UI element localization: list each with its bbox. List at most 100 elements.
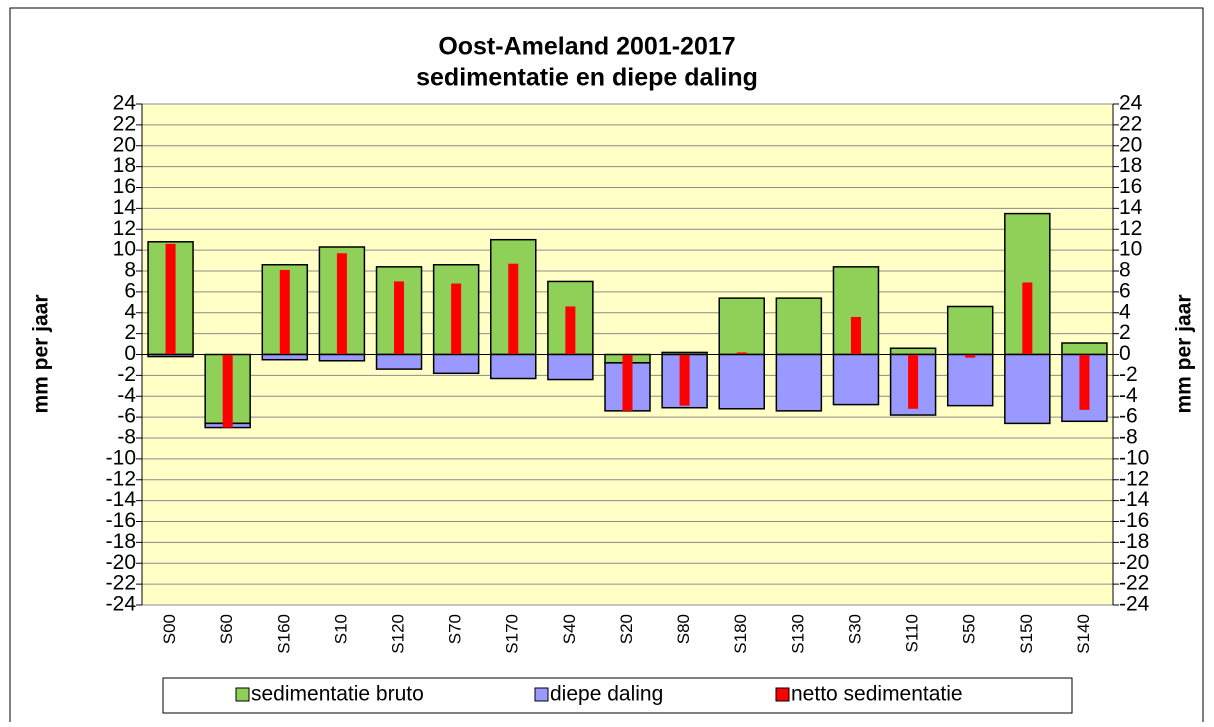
- bar: [889, 347, 937, 356]
- legend-swatch: [534, 687, 549, 702]
- y-tick-label: 0: [124, 342, 136, 365]
- y-tick-label: -6: [117, 405, 136, 428]
- net-bar: [508, 263, 519, 355]
- bar: [775, 353, 823, 412]
- y2-tick-label: 16: [1119, 175, 1142, 198]
- bar: [261, 353, 309, 361]
- y-tick-label: 6: [124, 279, 136, 302]
- y2-tick-label: -14: [1119, 488, 1150, 511]
- y-tick-label: 18: [113, 154, 136, 177]
- legend: [162, 677, 1073, 714]
- net-bar: [736, 352, 747, 355]
- y-tick-label: -24: [106, 593, 137, 616]
- y-tick-label: 4: [124, 300, 136, 323]
- y-tick-label: -4: [117, 384, 136, 407]
- x-tick-label: S150: [1017, 614, 1036, 654]
- y2-tick-label: -22: [1119, 572, 1149, 595]
- y2-tick-label: -6: [1119, 405, 1138, 428]
- net-bar: [908, 354, 919, 409]
- net-bar: [222, 354, 233, 428]
- bar: [1061, 342, 1108, 356]
- bar: [318, 353, 366, 362]
- y-axis-label: mm per jaar: [30, 294, 53, 413]
- y2-tick-label: 6: [1119, 279, 1131, 302]
- x-tick-label: S130: [788, 614, 807, 654]
- y-tick-label: -22: [106, 572, 136, 595]
- net-bar: [622, 354, 633, 411]
- y2-tick-label: 0: [1119, 342, 1131, 365]
- chart-subtitle: sedimentatie en diepe daling: [416, 64, 758, 92]
- net-bar: [565, 306, 576, 355]
- y2-tick-label: -16: [1119, 509, 1149, 532]
- y-tick-label: -18: [106, 530, 136, 553]
- y2-tick-label: -18: [1119, 530, 1149, 553]
- y-tick-label: 22: [113, 112, 136, 135]
- x-tick-label: S10: [331, 614, 350, 644]
- y2-tick-label: 10: [1119, 238, 1142, 261]
- y-tick-label: 20: [113, 133, 136, 156]
- net-bar: [394, 281, 405, 355]
- y2-tick-label: -8: [1119, 426, 1138, 449]
- bar: [547, 353, 594, 381]
- net-bar: [336, 253, 347, 355]
- x-tick-label: S180: [731, 614, 750, 654]
- y2-tick-label: 8: [1119, 259, 1131, 282]
- x-tick-label: S170: [503, 614, 522, 654]
- x-tick-label: S40: [560, 614, 579, 644]
- bar: [490, 353, 537, 380]
- y-tick-label: -8: [117, 426, 136, 449]
- y2-tick-label: -4: [1119, 384, 1138, 407]
- bar: [775, 297, 823, 356]
- legend-label: netto sedimentatie: [791, 683, 963, 706]
- x-tick-label: S60: [217, 614, 236, 644]
- legend-swatch: [235, 687, 250, 702]
- bar: [375, 353, 423, 370]
- x-tick-label: S110: [903, 614, 922, 652]
- bar: [432, 353, 480, 375]
- x-tick-label: S00: [160, 614, 179, 644]
- y-tick-label: -12: [106, 467, 136, 490]
- y-tick-label: -14: [106, 488, 137, 511]
- x-tick-label: S70: [446, 614, 465, 644]
- y2-tick-label: -10: [1119, 446, 1149, 469]
- y-tick-label: 14: [113, 196, 137, 219]
- y2-tick-label: 24: [1119, 92, 1143, 115]
- x-tick-label: S160: [274, 614, 293, 654]
- y2-tick-label: 2: [1119, 321, 1131, 344]
- x-tick-label: S20: [617, 614, 636, 644]
- net-bar: [1022, 282, 1033, 355]
- y-tick-label: -10: [106, 446, 136, 469]
- y-tick-label: 2: [124, 321, 136, 344]
- net-bar: [279, 269, 290, 355]
- legend-label: sedimentatie bruto: [251, 683, 424, 706]
- net-bar: [165, 243, 176, 355]
- y2-axis-label: mm per jaar: [1173, 294, 1196, 413]
- bar: [946, 305, 994, 356]
- bar: [718, 353, 765, 410]
- bar: [832, 353, 880, 406]
- net-bar: [679, 354, 690, 406]
- x-tick-label: S30: [845, 614, 864, 644]
- bar: [946, 353, 994, 407]
- chart-title: Oost-Ameland 2001-2017: [438, 33, 735, 61]
- y2-tick-label: 18: [1119, 154, 1142, 177]
- y2-tick-label: 4: [1119, 300, 1131, 323]
- y2-tick-label: -20: [1119, 551, 1149, 574]
- bar: [718, 297, 765, 356]
- x-tick-label: S80: [674, 614, 693, 644]
- y-tick-label: -20: [106, 551, 136, 574]
- y2-tick-label: 14: [1119, 196, 1143, 219]
- y2-tick-label: -2: [1119, 363, 1138, 386]
- x-tick-label: S50: [960, 614, 979, 644]
- y2-tick-label: 22: [1119, 112, 1142, 135]
- y-tick-label: 8: [124, 259, 136, 282]
- y2-tick-label: -12: [1119, 467, 1149, 490]
- legend-swatch: [775, 687, 790, 702]
- y-tick-label: -16: [106, 509, 136, 532]
- y-tick-label: 24: [113, 92, 137, 115]
- y-tick-label: -2: [117, 363, 136, 386]
- legend-label: diepe daling: [550, 683, 663, 706]
- y-tick-label: 10: [113, 238, 136, 261]
- x-tick-label: S140: [1074, 614, 1093, 654]
- x-tick-label: S120: [389, 614, 408, 654]
